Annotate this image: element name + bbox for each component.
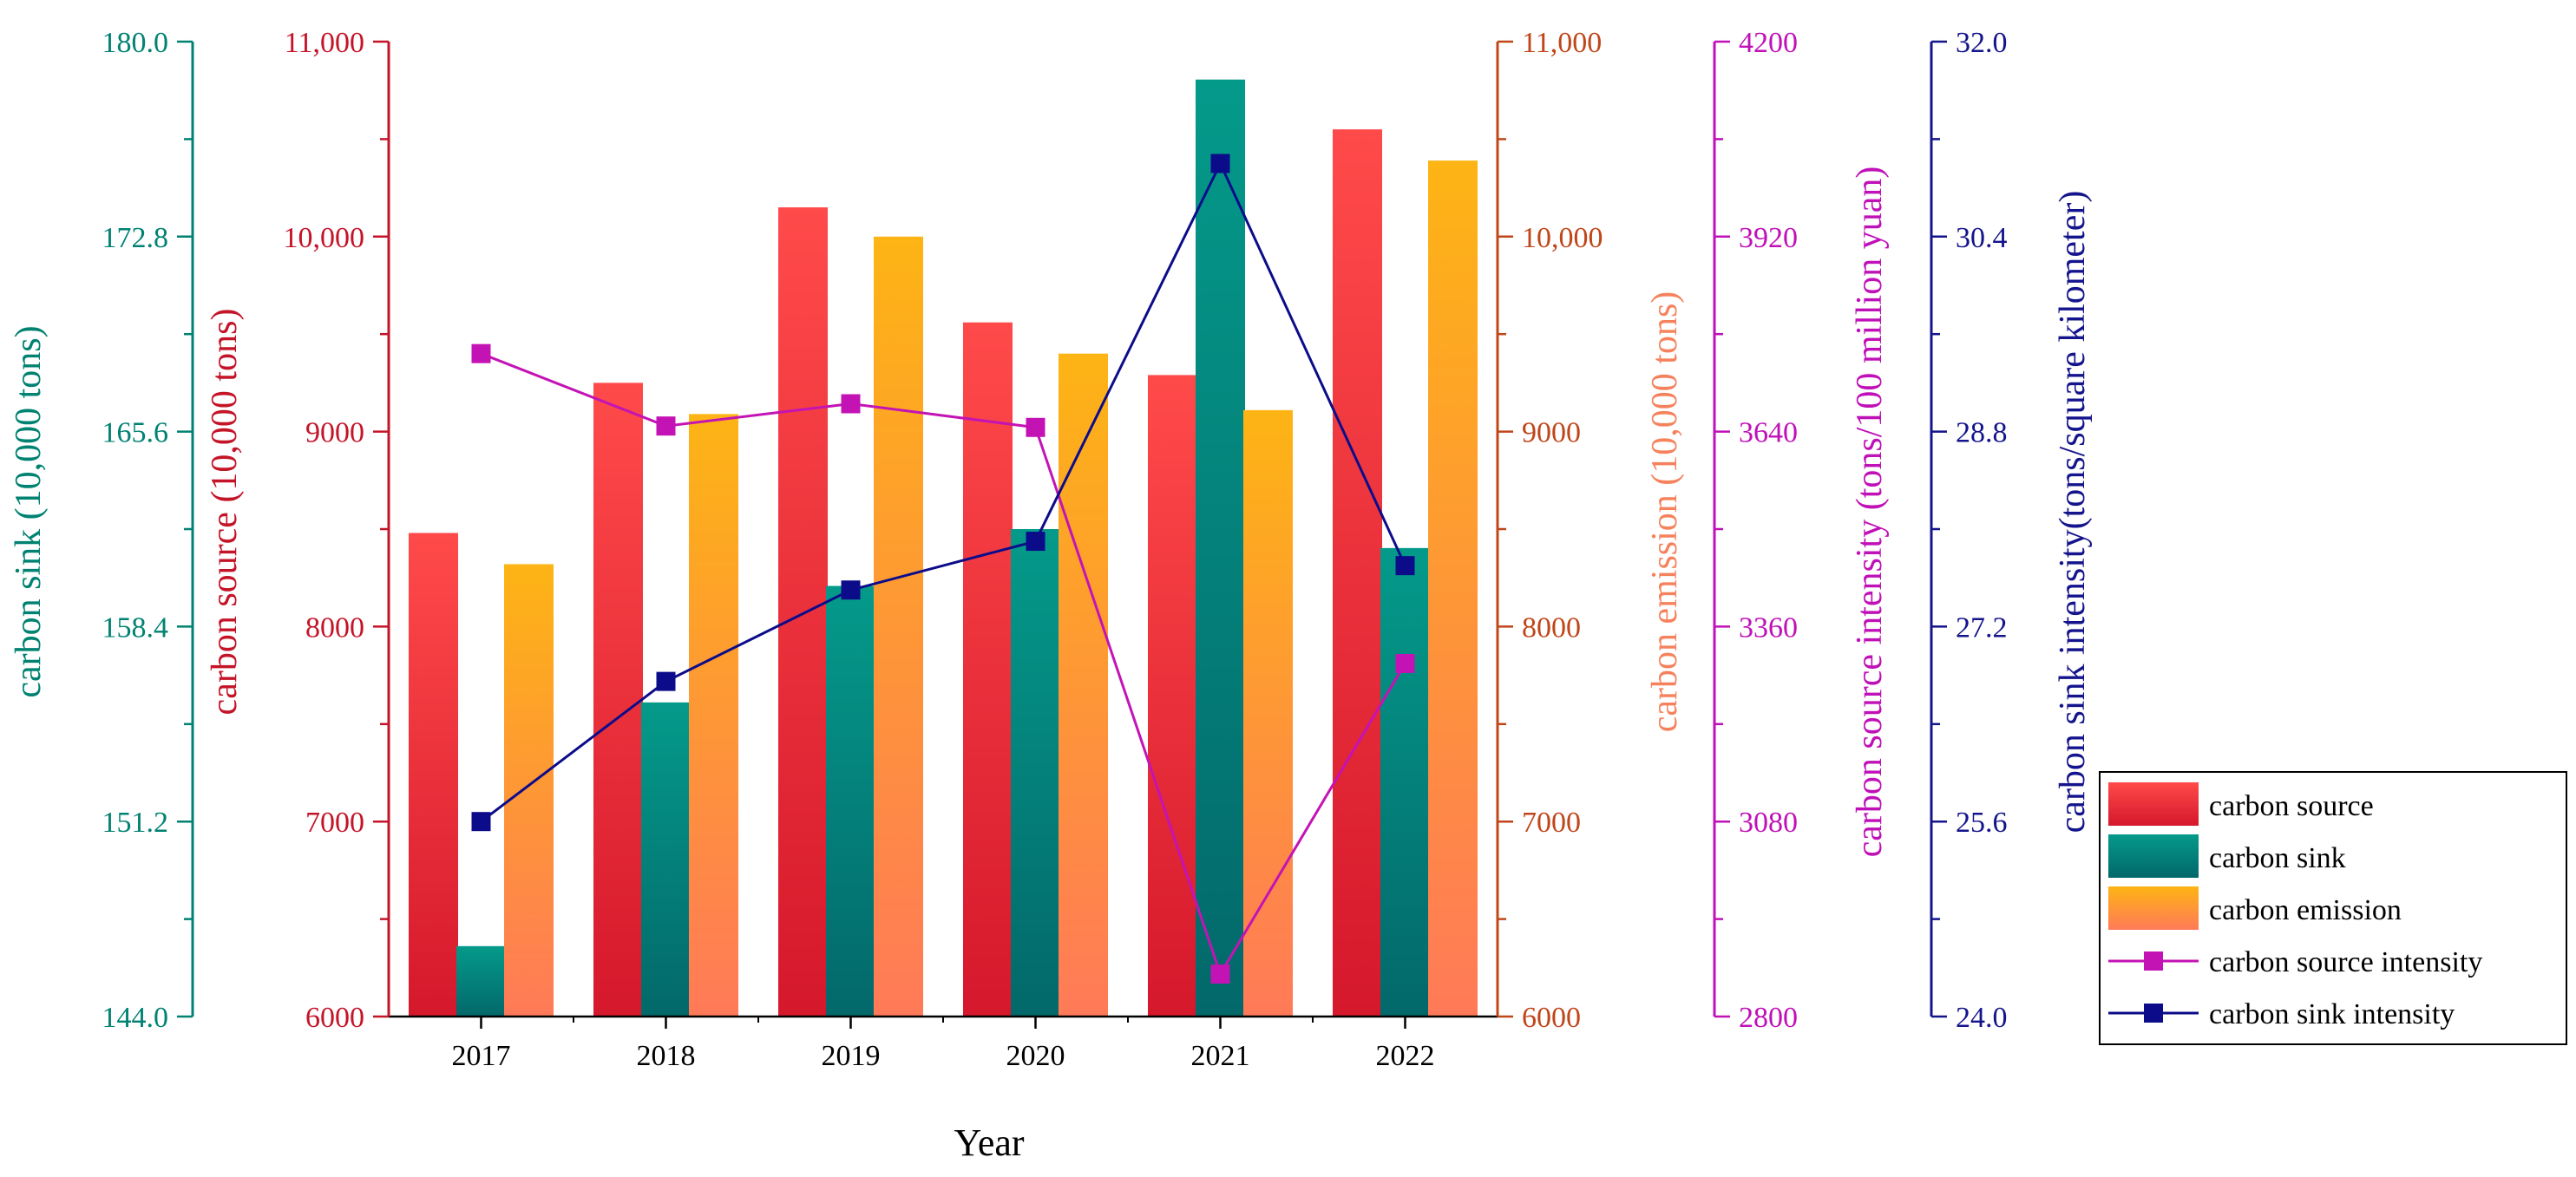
- axes: 2017 2018 2019 2020 2021 2022144.0151.2158.41…: [9, 27, 2093, 1072]
- y-tick-label: 3080: [1739, 807, 1798, 839]
- x-axis-title: Year: [954, 1121, 1024, 1164]
- y-axis-title-source-intensity: carbon source intensity (tons/100 millio…: [1850, 167, 1890, 858]
- y-tick-label: 11,000: [1522, 27, 1602, 59]
- marker-carbon-sink-intensity-2018: [656, 671, 676, 691]
- y-axis-sink-intensity: 24.0 25.6 27.2 28.8 30.4 32.0 carbon sink inte…: [1930, 27, 2093, 1034]
- y-tick-label: 3640: [1739, 417, 1798, 449]
- legend-label: carbon source: [2209, 790, 2374, 822]
- y-tick-label: 28.8: [1956, 417, 2008, 449]
- legend-label: carbon sink intensity: [2209, 998, 2455, 1030]
- legend-label: carbon emission: [2209, 894, 2402, 926]
- bar-carbon-emission-2019: [874, 236, 923, 1017]
- bar-carbon-emission-2018: [689, 414, 738, 1017]
- y-tick-label: 24.0: [1956, 1002, 2008, 1034]
- marker-carbon-source-intensity-2019: [841, 394, 861, 414]
- y-tick-label: 144.0: [102, 1002, 169, 1034]
- y-tick-label: 6000: [305, 1002, 364, 1034]
- marker-carbon-sink-intensity-2022: [1395, 556, 1415, 576]
- legend-swatch: [2108, 886, 2199, 930]
- y-tick-label: 180.0: [102, 27, 169, 59]
- legend-item: carbon source: [2108, 782, 2374, 826]
- y-axis-source: 6000 7000 8000 9000 10,000 11,000 carbon sourc…: [205, 27, 390, 1034]
- bar-carbon-emission-2020: [1059, 353, 1108, 1017]
- y-tick-label: 8000: [1522, 611, 1581, 644]
- y-axis-title-emission: carbon emission (10,000 tons): [1645, 291, 1685, 733]
- x-tick-label-2017: 2017: [452, 1040, 511, 1072]
- y-tick-label: 10,000: [1522, 222, 1603, 254]
- bar-carbon-source-2018: [593, 383, 643, 1017]
- y-tick-label: 3360: [1739, 611, 1798, 644]
- marker-carbon-source-intensity-2021: [1210, 964, 1230, 984]
- marker-carbon-source-intensity-2017: [471, 343, 491, 363]
- bar-carbon-sink-2019: [826, 585, 875, 1017]
- y-tick-label: 6000: [1522, 1002, 1581, 1034]
- bar-carbon-source-2020: [963, 322, 1013, 1017]
- legend-marker: [2144, 1004, 2163, 1023]
- bar-carbon-sink-2020: [1011, 529, 1060, 1017]
- y-tick-label: 7000: [305, 807, 364, 839]
- y-tick-label: 25.6: [1956, 807, 2008, 839]
- y-tick-label: 172.8: [102, 222, 169, 254]
- legend-label: carbon sink: [2209, 842, 2346, 874]
- y-tick-label: 158.4: [102, 611, 169, 644]
- y-axis-title-source: carbon source (10,000 tons): [205, 309, 245, 716]
- line-carbon-source-intensity: [480, 352, 1406, 978]
- y-axis-source-intensity: 2800 3080 3360 3640 3920 4200 carbon source in…: [1713, 27, 1890, 1034]
- x-tick-label-2022: 2022: [1376, 1040, 1435, 1072]
- y-tick-label: 9000: [305, 417, 364, 449]
- legend-marker: [2144, 951, 2163, 971]
- marker-carbon-source-intensity-2018: [656, 416, 676, 436]
- plot-area: [409, 79, 1478, 1017]
- y-axis-emission: 6000 7000 8000 9000 10,000 11,000 carbon emiss…: [1496, 27, 1685, 1034]
- bar-carbon-sink-2021: [1196, 79, 1245, 1017]
- marker-carbon-source-intensity-2022: [1395, 653, 1415, 673]
- legend-item: carbon sink intensity: [2108, 998, 2455, 1030]
- bar-carbon-source-2021: [1148, 375, 1197, 1017]
- legend-item: carbon source intensity: [2108, 946, 2482, 978]
- y-tick-label: 9000: [1522, 417, 1581, 449]
- marker-carbon-source-intensity-2020: [1026, 417, 1045, 437]
- legend-label: carbon source intensity: [2209, 946, 2482, 978]
- line-carbon-sink-intensity: [480, 160, 1406, 823]
- legend: carbon source carbon sink carbon emission c…: [2099, 771, 2567, 1045]
- y-tick-label: 7000: [1522, 807, 1581, 839]
- bar-carbon-emission-2021: [1243, 409, 1293, 1017]
- marker-carbon-sink-intensity-2021: [1210, 154, 1230, 173]
- x-tick-label-2018: 2018: [637, 1040, 696, 1072]
- legend-item: carbon sink: [2108, 834, 2346, 878]
- bar-carbon-sink-2017: [456, 945, 506, 1017]
- bar-carbon-source-2019: [778, 207, 828, 1017]
- bar-carbon-emission-2017: [504, 564, 554, 1017]
- x-tick-label-2021: 2021: [1191, 1040, 1250, 1072]
- legend-swatch: [2108, 834, 2199, 878]
- y-tick-label: 10,000: [284, 222, 365, 254]
- y-tick-label: 165.6: [102, 417, 169, 449]
- y-tick-label: 8000: [305, 611, 364, 644]
- y-tick-label: 151.2: [102, 807, 169, 839]
- y-tick-label: 3920: [1739, 222, 1798, 254]
- y-axis-title-sink: carbon sink (10,000 tons): [9, 325, 49, 697]
- y-tick-label: 2800: [1739, 1002, 1798, 1034]
- x-tick-label-2019: 2019: [822, 1040, 881, 1072]
- marker-carbon-sink-intensity-2019: [841, 580, 861, 600]
- y-tick-label: 4200: [1739, 27, 1798, 59]
- bar-carbon-sink-2018: [641, 702, 691, 1017]
- y-tick-label: 27.2: [1956, 611, 2008, 644]
- marker-carbon-sink-intensity-2020: [1026, 532, 1045, 552]
- bar-carbon-sink-2022: [1380, 547, 1430, 1017]
- y-axis-sink: 144.0 151.2 158.4 165.6 172.8 180.0 carbon sin…: [9, 27, 194, 1034]
- x-tick-label-2020: 2020: [1006, 1040, 1065, 1072]
- legend-swatch: [2108, 782, 2199, 826]
- bar-carbon-emission-2022: [1428, 160, 1478, 1017]
- y-tick-label: 30.4: [1956, 222, 2008, 254]
- bar-carbon-source-2017: [409, 533, 458, 1017]
- y-tick-label: 11,000: [285, 27, 364, 59]
- marker-carbon-sink-intensity-2017: [471, 812, 491, 832]
- y-axis-title-sink-intensity: carbon sink intensity(tons/square kilome…: [2053, 191, 2093, 834]
- bar-carbon-source-2022: [1333, 129, 1382, 1017]
- y-tick-label: 32.0: [1956, 27, 2008, 59]
- legend-item: carbon emission: [2108, 886, 2402, 930]
